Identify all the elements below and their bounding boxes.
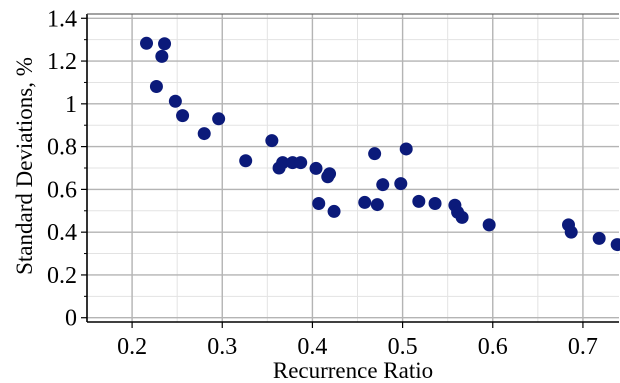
y-tick-label: 1.2: [47, 49, 77, 75]
data-points: [140, 36, 620, 252]
x-tick-label: 0.2: [117, 334, 147, 360]
data-point: [321, 170, 335, 184]
x-axis-label: Recurrence Ratio: [273, 358, 433, 383]
data-point: [376, 178, 390, 192]
data-point: [368, 147, 382, 161]
data-point: [428, 197, 442, 211]
data-point: [197, 127, 211, 141]
data-point: [592, 231, 606, 245]
y-tick-label: 0: [65, 306, 77, 332]
data-point: [412, 194, 426, 208]
data-point: [239, 154, 253, 168]
data-point: [455, 210, 469, 224]
x-tick-label: 0.5: [388, 334, 418, 360]
data-point: [610, 238, 620, 252]
y-tick-label: 0.4: [47, 220, 77, 246]
data-point: [327, 204, 341, 218]
data-point: [294, 156, 308, 170]
x-tick-label: 0.6: [478, 334, 508, 360]
data-point: [176, 109, 190, 123]
data-point: [158, 37, 172, 51]
y-tick-label: 0.8: [47, 135, 77, 161]
x-tick-label: 0.4: [297, 334, 327, 360]
x-tick-label: 0.7: [568, 334, 598, 360]
data-point: [482, 218, 496, 232]
data-point: [140, 36, 154, 50]
data-point: [370, 198, 384, 212]
data-point: [168, 94, 182, 108]
ticks: 0.2 0.3 0.4 0.5 0.6 0.7 0 0.2 0.4 0.6 0.8 1 1.2 1.4: [47, 6, 598, 360]
y-tick-label: 0.2: [47, 263, 77, 289]
x-tick-label: 0.3: [207, 334, 237, 360]
y-tick-label: 0.6: [47, 177, 77, 203]
y-tick-label: 1.4: [47, 6, 77, 32]
data-point: [564, 225, 578, 239]
data-point: [265, 134, 279, 148]
data-point: [212, 112, 226, 126]
data-point: [149, 80, 163, 94]
data-point: [358, 195, 372, 209]
data-point: [155, 49, 169, 63]
data-point: [399, 142, 413, 156]
data-point: [312, 197, 326, 211]
y-axis-label: Standard Deviations, %: [12, 57, 37, 275]
data-point: [272, 161, 286, 175]
data-point: [394, 177, 408, 191]
y-tick-label: 1: [65, 92, 77, 118]
grid: [86, 14, 619, 322]
data-point: [309, 161, 323, 175]
